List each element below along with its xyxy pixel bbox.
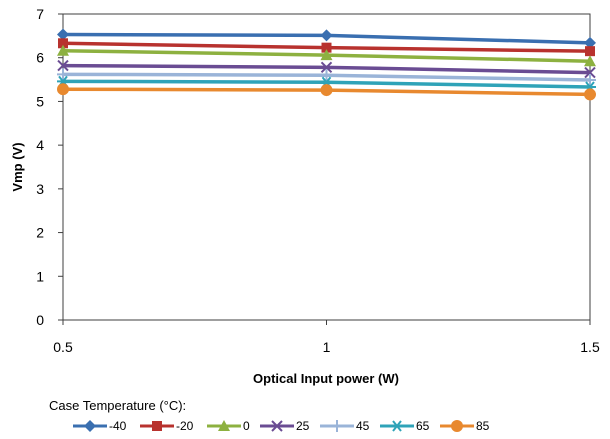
data-point: [320, 49, 333, 61]
legend-marker: [218, 420, 230, 431]
legend-label: -20: [176, 419, 194, 433]
y-tick-label: 0: [36, 312, 44, 328]
legend-marker: [391, 420, 403, 432]
legend-label: 85: [476, 419, 490, 433]
series-45: [57, 68, 596, 87]
series-25: [57, 59, 596, 79]
legend-title: Case Temperature (°C):: [49, 398, 187, 413]
y-axis-ticks: 0 1 2 3 4 5 6 7: [36, 6, 63, 328]
data-point: [584, 88, 596, 101]
data-point: [584, 66, 596, 79]
data-point: [57, 59, 69, 72]
x-tick-label: 0.5: [53, 339, 73, 355]
y-tick-label: 6: [36, 50, 44, 66]
legend-marker: [331, 420, 343, 432]
data-point: [320, 29, 333, 42]
x-tick-label: 1: [323, 339, 331, 355]
x-tick-label: 1.5: [580, 339, 600, 355]
data-point: [584, 74, 596, 87]
data-point: [584, 55, 596, 67]
data-point: [57, 83, 69, 96]
y-tick-label: 4: [36, 137, 44, 153]
legend-item--20: -20: [140, 419, 194, 433]
x-axis-ticks: 0.5 1 1.5: [53, 320, 600, 355]
data-point: [320, 61, 333, 74]
series-85: [57, 83, 596, 101]
series-layer: [57, 28, 596, 101]
legend-item-85: 85: [440, 419, 490, 433]
legend-label: 45: [356, 419, 370, 433]
legend-item--40: -40: [73, 419, 127, 433]
legend-label: 0: [243, 419, 250, 433]
legend-marker: [84, 420, 96, 432]
legend-item-45: 45: [320, 419, 370, 433]
legend-item-0: 0: [207, 419, 250, 433]
y-axis-title: Vmp (V): [10, 142, 25, 191]
series--40: [57, 28, 596, 49]
data-point: [584, 36, 596, 49]
data-point: [320, 69, 333, 82]
legend-label: 25: [296, 419, 310, 433]
y-tick-label: 2: [36, 225, 44, 241]
data-point: [585, 46, 595, 57]
y-tick-label: 7: [36, 6, 44, 22]
data-point: [58, 38, 68, 49]
legend-item-65: 65: [380, 419, 430, 433]
legend-marker: [152, 421, 162, 431]
series--20: [58, 38, 595, 57]
legend-item-25: 25: [260, 419, 310, 433]
y-tick-label: 5: [36, 93, 44, 109]
legend-marker: [451, 420, 463, 432]
data-point: [57, 28, 69, 41]
data-point: [57, 68, 69, 81]
y-tick-label: 1: [36, 268, 44, 284]
legend-label: -40: [109, 419, 127, 433]
data-point: [321, 42, 332, 53]
legend-label: 65: [416, 419, 430, 433]
data-point: [320, 84, 333, 97]
series-0: [57, 44, 596, 67]
y-tick-label: 3: [36, 181, 44, 197]
legend-marker: [271, 420, 283, 432]
data-point: [57, 44, 69, 56]
x-axis-title: Optical Input power (W): [253, 371, 399, 386]
legend: -40 -20 0 25 45 65 85: [73, 419, 490, 433]
